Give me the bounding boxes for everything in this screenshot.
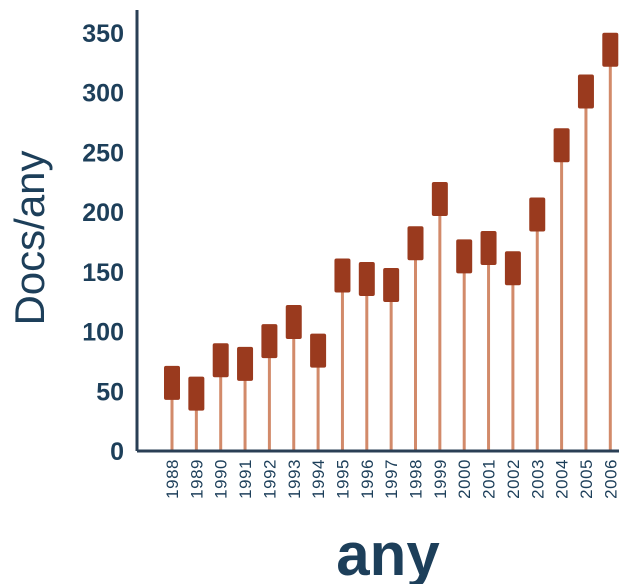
x-tick-label: 1999 <box>431 459 450 499</box>
marker-1994 <box>310 333 327 368</box>
stems <box>170 49 612 451</box>
marker-1998 <box>407 226 424 261</box>
marker-1991 <box>237 346 254 381</box>
marker-2003 <box>529 197 546 232</box>
x-tick-label: 1996 <box>358 459 377 499</box>
y-tick-label: 300 <box>82 80 124 108</box>
y-tick-label: 50 <box>96 378 124 406</box>
x-tick-label: 1989 <box>187 459 206 499</box>
marker-1999 <box>431 182 448 217</box>
x-tick-label: 2002 <box>504 459 523 499</box>
x-tick-label: 1998 <box>407 459 426 499</box>
x-tick-label: 2005 <box>577 459 596 499</box>
x-tick-label: 1991 <box>236 459 255 499</box>
marker-1997 <box>383 267 400 302</box>
x-tick-label: 2000 <box>455 459 474 499</box>
x-tick-label: 2006 <box>601 459 620 499</box>
y-tick-label: 350 <box>82 20 124 48</box>
marker-2006 <box>602 32 619 67</box>
markers <box>164 32 619 411</box>
x-tick-label: 1990 <box>212 459 231 499</box>
marker-1990 <box>212 343 229 378</box>
marker-1992 <box>261 324 278 359</box>
y-tick-label: 150 <box>82 259 124 287</box>
x-tick-label: 1993 <box>285 459 304 499</box>
y-tick-label: 100 <box>82 319 124 347</box>
y-tick-labels: 0 50 100 150 200 250 300 350 <box>82 20 124 466</box>
x-tick-label: 1992 <box>260 459 279 499</box>
marker-1989 <box>188 376 205 411</box>
x-tick-label: 1995 <box>333 459 352 499</box>
y-tick-label: 0 <box>110 438 124 466</box>
marker-2001 <box>480 230 497 265</box>
marker-1995 <box>334 258 351 293</box>
y-tick-label: 200 <box>82 199 124 227</box>
x-tick-label: 2004 <box>553 459 572 499</box>
marker-2004 <box>553 128 570 163</box>
marker-1996 <box>358 262 375 297</box>
marker-1988 <box>164 365 180 400</box>
x-tick-label: 2001 <box>480 459 499 499</box>
marker-1993 <box>285 305 302 340</box>
x-tick-label: 1997 <box>382 459 401 499</box>
marker-2005 <box>577 74 594 109</box>
x-tick-label: 2003 <box>528 459 547 499</box>
y-axis-label: Docs/any <box>6 150 53 325</box>
x-axis-label: any <box>336 521 440 584</box>
marker-2002 <box>504 251 521 286</box>
x-tick-label: 1994 <box>309 459 328 499</box>
x-tick-label: 1988 <box>163 459 182 499</box>
x-tick-labels: 1988 1989 1990 1991 1992 1993 1994 1995 1996 1997… <box>163 459 620 499</box>
y-tick-label: 250 <box>82 139 124 167</box>
marker-2000 <box>456 239 473 274</box>
